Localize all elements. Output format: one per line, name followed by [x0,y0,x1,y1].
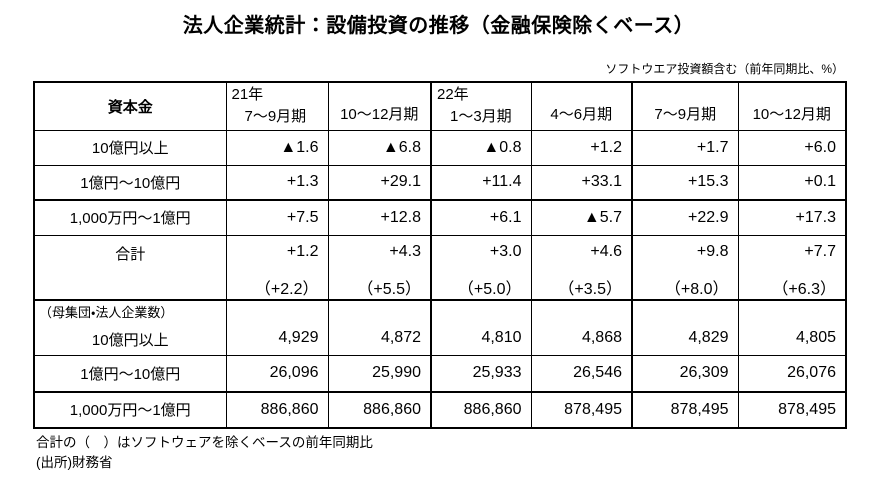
value-cell: +22.9 [631,199,739,236]
value-cell: 886,860 [430,391,532,428]
table-container: ソフトウエア投資額含む（前年同期比、%） 資本金 21年 7～9月期 10～12… [33,60,847,429]
value-cell: +0.1 [737,164,847,201]
column-period-label: 7～9月期 [654,105,717,123]
value-cell: ▲1.6 [225,129,329,166]
footnote-source: (出所)財務省 [36,455,113,470]
value-cell: 25,933 [430,355,532,393]
value-cell: +6.1 [430,199,532,236]
total-sub-value: （+6.3） [772,280,836,298]
table-row-10m-100m: 1,000万円～1億円 +7.5 +12.8 +6.1 ▲5.7 +22.9 +… [33,199,847,236]
total-main-value: +7.7 [804,242,836,260]
column-period-label: 4～6月期 [550,105,613,123]
total-sub-value: （+2.2） [254,280,319,298]
value-cell: +29.1 [327,164,432,201]
value-cell: +33.1 [530,164,633,201]
value-cell: 878,495 [530,391,633,428]
column-period-label: 10～12月期 [752,105,831,123]
value-cell: 26,076 [737,355,847,393]
value-cell: 4,929 [225,299,329,356]
row-label: 合計 [33,234,227,301]
total-main-value: +3.0 [489,242,522,260]
table-row-total: 合計 +1.2 （+2.2） +4.3 （+5.5） +3.0 （+5.0） [33,234,847,301]
total-sub-value: （+5.5） [357,280,421,298]
value-cell: +1.7 [631,129,739,166]
row-label: 1億円～10億円 [33,355,227,393]
value-cell: +12.8 [327,199,432,236]
column-header-22q1: 22年 1～3月期 [430,81,532,131]
row-label: 1,000万円～1億円 [33,391,227,428]
value-cell: +3.0 （+5.0） [430,234,532,301]
corner-header: 資本金 [33,81,227,131]
footnotes: 合計の（ ）はソフトウェアを除くベースの前年同期比 (出所)財務省 [36,433,373,473]
total-main-value: +1.2 [286,242,319,260]
value-cell: 4,829 [631,299,739,356]
total-main-value: +4.6 [590,242,622,260]
total-main-value: +4.3 [389,242,421,260]
value-cell: 4,868 [530,299,633,356]
value-cell: ▲6.8 [327,129,432,166]
value-cell: +7.7 （+6.3） [737,234,847,301]
unit-note: ソフトウエア投資額含む（前年同期比、%） [605,62,844,76]
value-cell: +9.8 （+8.0） [631,234,739,301]
row-label-group: （母集団・法人企業数） 10億円以上 [33,299,227,356]
value-cell: +4.6 （+3.5） [530,234,633,301]
table-row-pop-10m-100m: 1,000万円～1億円 886,860 886,860 886,860 878,… [33,391,847,428]
column-header-22q2: 4～6月期 [530,81,633,131]
column-period-label: 10～12月期 [340,105,419,123]
section-label: （母集団・法人企業数） [39,304,174,320]
value-cell: 26,546 [530,355,633,393]
table-header-row: 資本金 21年 7～9月期 10～12月期 22年 1～3月期 4～6月期 [33,81,847,131]
row-label: 10億円以上 [33,129,227,166]
column-header-21q3: 21年 7～9月期 [225,81,329,131]
value-cell: 886,860 [225,391,329,428]
table-row-over-1b: 10億円以上 ▲1.6 ▲6.8 ▲0.8 +1.2 +1.7 +6.0 [33,129,847,166]
value-cell: 4,872 [327,299,432,356]
row-label: 1,000万円～1億円 [33,199,227,236]
column-period-label: 7～9月期 [244,108,307,125]
table-row-pop-over-1b: （母集団・法人企業数） 10億円以上 4,929 4,872 4,810 4,8… [33,299,847,356]
value-cell: 26,096 [225,355,329,393]
value-cell: 878,495 [737,391,847,428]
total-sub-value: （+5.0） [457,280,522,298]
value-cell: +1.3 [225,164,329,201]
total-sub-value: （+3.5） [558,280,622,298]
value-cell: +11.4 [430,164,532,201]
row-label: 1億円～10億円 [33,164,227,201]
page-title: 法人企業統計：設備投資の推移（金融保険除くベース） [182,15,695,37]
total-main-value: +9.8 [696,242,729,260]
value-cell: +4.3 （+5.5） [327,234,432,301]
value-cell: 4,805 [737,299,847,356]
column-header-22q4: 10～12月期 [737,81,847,131]
value-cell: +6.0 [737,129,847,166]
column-header-21q4: 10～12月期 [327,81,432,131]
value-cell: +17.3 [737,199,847,236]
value-cell: 886,860 [327,391,432,428]
column-period-label: 1～3月期 [450,108,512,125]
value-cell: ▲5.7 [530,199,633,236]
value-cell: +1.2 [530,129,633,166]
column-year-label: 22年 [437,86,469,103]
value-cell: 4,810 [430,299,532,356]
value-cell: +7.5 [225,199,329,236]
column-header-22q3: 7～9月期 [631,81,739,131]
row-label: 10億円以上 [91,331,169,349]
value-cell: 26,309 [631,355,739,393]
value-cell: 878,495 [631,391,739,428]
table-row-pop-100m-1b: 1億円～10億円 26,096 25,990 25,933 26,546 26,… [33,355,847,393]
value-cell: +15.3 [631,164,739,201]
value-cell: ▲0.8 [430,129,532,166]
value-cell: 25,990 [327,355,432,393]
footnote-total-basis: 合計の（ ）はソフトウェアを除くベースの前年同期比 [36,435,373,450]
value-cell: +1.2 （+2.2） [225,234,329,301]
column-year-label: 21年 [231,86,264,103]
table-row-100m-1b: 1億円～10億円 +1.3 +29.1 +11.4 +33.1 +15.3 +0… [33,164,847,201]
statistics-table: 資本金 21年 7～9月期 10～12月期 22年 1～3月期 4～6月期 [33,81,847,429]
total-sub-value: （+8.0） [664,280,729,298]
